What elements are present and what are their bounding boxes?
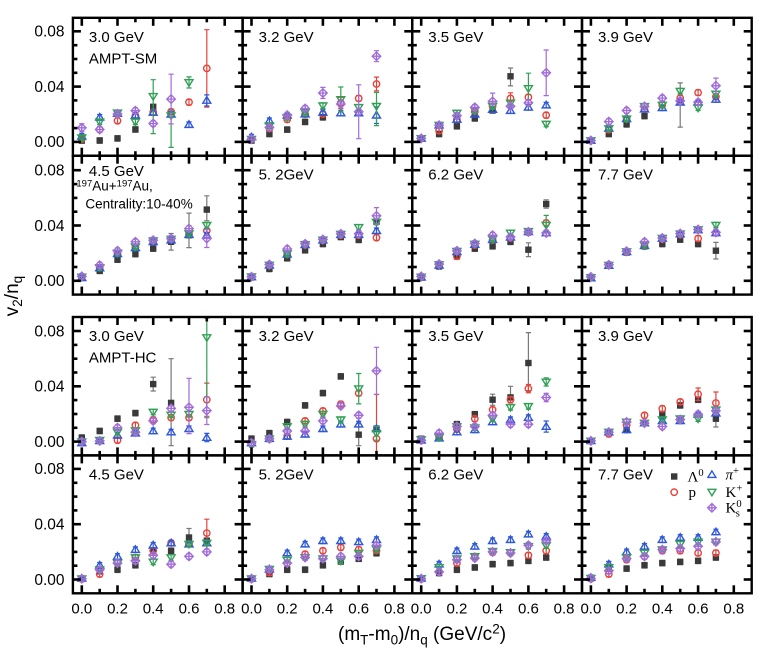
svg-text:0.0: 0.0 xyxy=(241,601,262,618)
svg-text:0.6: 0.6 xyxy=(348,601,369,618)
svg-text:3.5 GeV: 3.5 GeV xyxy=(428,29,483,46)
svg-text:3.5 GeV: 3.5 GeV xyxy=(428,328,483,345)
svg-text:0.00: 0.00 xyxy=(34,273,65,290)
svg-text:0.08: 0.08 xyxy=(34,24,64,41)
svg-text:0.0: 0.0 xyxy=(411,601,432,618)
svg-text:0.04: 0.04 xyxy=(34,79,65,96)
svg-text:0.08: 0.08 xyxy=(34,323,64,340)
svg-text:0.2: 0.2 xyxy=(277,601,298,618)
svg-text:0.4: 0.4 xyxy=(312,601,333,618)
svg-text:0.8: 0.8 xyxy=(554,601,575,618)
svg-text:0.04: 0.04 xyxy=(34,218,65,235)
svg-text:0.2: 0.2 xyxy=(616,601,637,618)
svg-text:3.9 GeV: 3.9 GeV xyxy=(598,29,653,46)
svg-text:0.08: 0.08 xyxy=(34,163,64,180)
svg-text:5. 2GeV: 5. 2GeV xyxy=(259,167,314,184)
svg-text:0.2: 0.2 xyxy=(107,601,128,618)
svg-text:AMPT-SM: AMPT-SM xyxy=(89,50,157,67)
svg-text:0.08: 0.08 xyxy=(34,461,64,478)
svg-text:7.7 GeV: 7.7 GeV xyxy=(598,167,653,184)
svg-text:197Au+197Au,: 197Au+197Au, xyxy=(76,179,152,194)
svg-text:0.04: 0.04 xyxy=(34,517,65,534)
svg-text:0.8: 0.8 xyxy=(723,601,744,618)
svg-text:0.6: 0.6 xyxy=(518,601,539,618)
svg-text:0.6: 0.6 xyxy=(688,601,709,618)
svg-text:4.5 GeV: 4.5 GeV xyxy=(89,466,144,483)
svg-text:0.00: 0.00 xyxy=(34,572,65,589)
svg-text:3.2 GeV: 3.2 GeV xyxy=(259,328,314,345)
svg-text:3.0 GeV: 3.0 GeV xyxy=(89,328,144,345)
svg-text:6.2 GeV: 6.2 GeV xyxy=(428,466,483,483)
svg-text:0.00: 0.00 xyxy=(34,434,65,451)
svg-text:0.0: 0.0 xyxy=(580,601,601,618)
svg-text:0.04: 0.04 xyxy=(34,379,65,396)
svg-text:0.4: 0.4 xyxy=(482,601,503,618)
svg-text:0.4: 0.4 xyxy=(143,601,164,618)
svg-text:0.2: 0.2 xyxy=(446,601,467,618)
svg-text:0.8: 0.8 xyxy=(214,601,235,618)
svg-text:0.8: 0.8 xyxy=(384,601,405,618)
svg-text:3.0 GeV: 3.0 GeV xyxy=(89,29,144,46)
svg-text:p: p xyxy=(689,485,697,501)
svg-text:0.0: 0.0 xyxy=(71,601,92,618)
svg-text:π+: π+ xyxy=(726,466,740,484)
svg-text:0.00: 0.00 xyxy=(34,134,65,151)
svg-text:3.9 GeV: 3.9 GeV xyxy=(598,328,653,345)
svg-text:6.2 GeV: 6.2 GeV xyxy=(428,167,483,184)
svg-text:4.5 GeV: 4.5 GeV xyxy=(89,163,144,180)
svg-text:AMPT-HC: AMPT-HC xyxy=(89,350,157,367)
svg-text:K0s: K0 s xyxy=(726,499,742,520)
svg-text:7.7 GeV: 7.7 GeV xyxy=(598,466,653,483)
svg-text:0.6: 0.6 xyxy=(179,601,200,618)
svg-text:3.2 GeV: 3.2 GeV xyxy=(259,29,314,46)
svg-text:0.4: 0.4 xyxy=(652,601,673,618)
svg-text:5. 2GeV: 5. 2GeV xyxy=(259,466,314,483)
svg-text:Centrality:10-40%: Centrality:10-40% xyxy=(85,197,192,212)
